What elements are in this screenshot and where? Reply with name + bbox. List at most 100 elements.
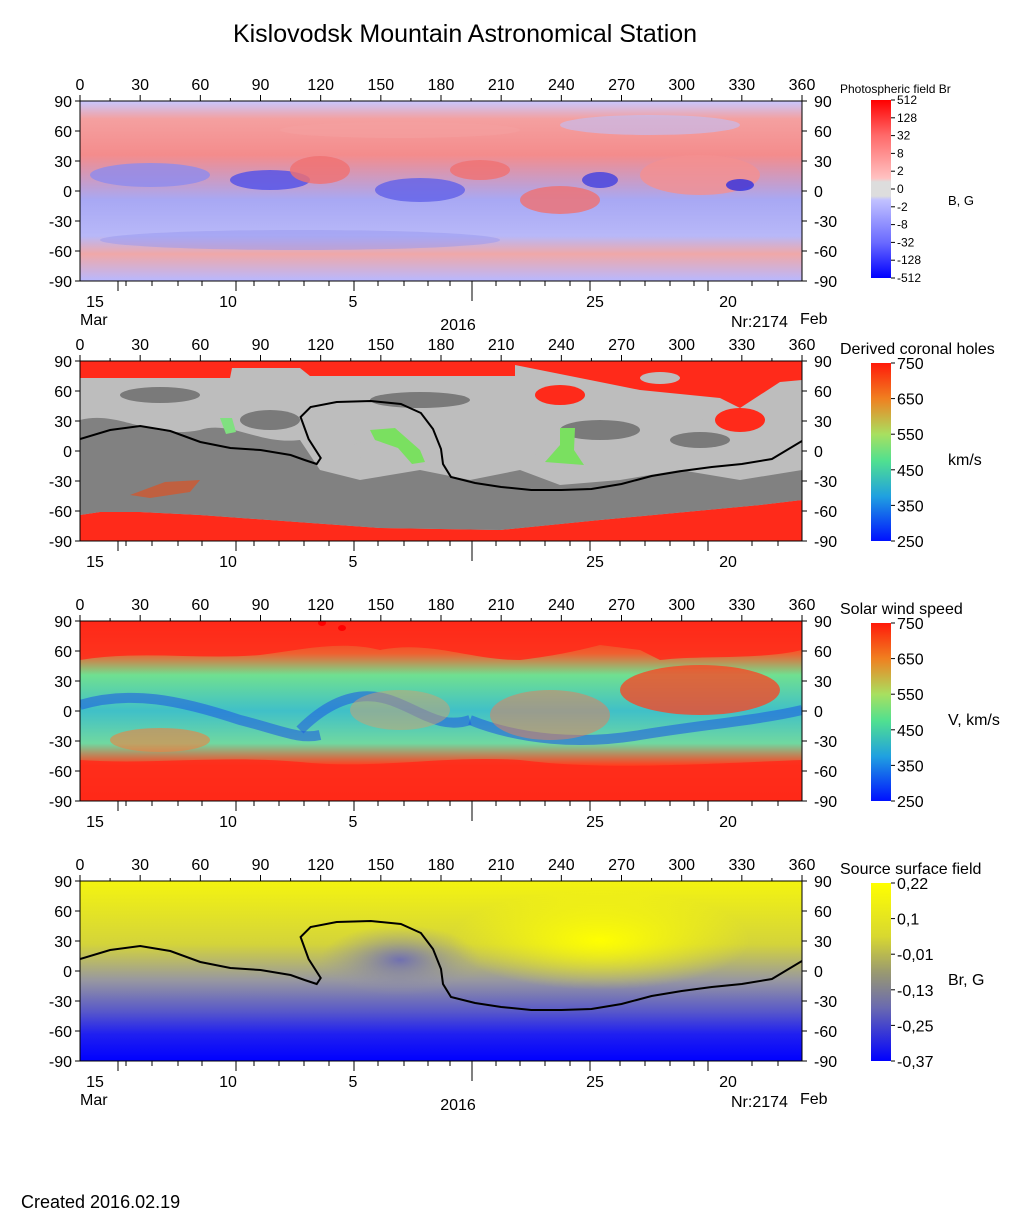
date-month-left: Mar <box>80 312 108 329</box>
lat-tick-label-left: 60 <box>54 384 72 401</box>
colorbar-tick-label: -2 <box>897 200 908 214</box>
lat-tick-label-right: 30 <box>814 154 832 171</box>
lat-tick-label-right: -60 <box>814 764 837 781</box>
date-tick-label: 15 <box>86 1074 104 1091</box>
lon-tick-label: 330 <box>728 77 755 94</box>
lat-tick-label-left: 90 <box>54 94 72 111</box>
colorbar-tick-label: 550 <box>897 427 924 444</box>
date-tick-label: 5 <box>349 814 358 831</box>
lon-tick-label: 180 <box>428 857 455 874</box>
lat-tick-label-left: 0 <box>63 964 72 981</box>
coronal-holes-map <box>80 361 802 541</box>
lon-tick-label: 90 <box>252 77 270 94</box>
source-surface-map <box>80 881 802 1061</box>
lat-tick-label-left: -60 <box>49 1024 72 1041</box>
lon-tick-label: 240 <box>548 77 575 94</box>
lon-tick-label: 330 <box>728 337 755 354</box>
lat-tick-label-right: 90 <box>814 354 832 371</box>
colorbar-title: Solar wind speed <box>840 601 963 618</box>
lat-tick-label-right: 30 <box>814 674 832 691</box>
lat-tick-label-left: -30 <box>49 994 72 1011</box>
lat-tick-label-right: -30 <box>814 994 837 1011</box>
lat-tick-label-right: 0 <box>814 964 823 981</box>
lat-tick-label-left: -60 <box>49 504 72 521</box>
date-tick-label: 25 <box>586 1074 604 1091</box>
date-month-right: Feb <box>800 311 828 328</box>
colorbar-tick-label: 550 <box>897 687 924 704</box>
date-tick-label: 5 <box>349 294 358 311</box>
lat-tick-label-right: 30 <box>814 934 832 951</box>
rotation-number: Nr:2174 <box>731 1094 788 1111</box>
lon-tick-label: 180 <box>428 77 455 94</box>
date-tick-label: 25 <box>586 294 604 311</box>
lat-tick-label-left: 30 <box>54 154 72 171</box>
lat-tick-label-right: 60 <box>814 384 832 401</box>
lat-tick-label-left: -90 <box>49 1054 72 1071</box>
colorbar-tick-label: 8 <box>897 146 904 160</box>
lon-tick-label: 360 <box>789 597 816 614</box>
lat-tick-label-right: -30 <box>814 474 837 491</box>
date-tick-label: 10 <box>219 294 237 311</box>
colorbar-tick-label: -0,01 <box>897 947 934 964</box>
lat-tick-label-left: -90 <box>49 534 72 551</box>
lat-tick-label-right: 0 <box>814 704 823 721</box>
colorbar-gradient <box>871 100 891 278</box>
lat-tick-label-right: -90 <box>814 1054 837 1071</box>
colorbar-tick-label: -0,25 <box>897 1018 934 1035</box>
lon-tick-label: 0 <box>76 337 85 354</box>
date-tick-label: 5 <box>349 554 358 571</box>
lon-tick-label: 60 <box>191 337 209 354</box>
date-month-right: Feb <box>800 1091 828 1108</box>
source-surface-neutral-line <box>80 919 802 1011</box>
lon-tick-label: 90 <box>252 337 270 354</box>
lat-tick-label-right: -60 <box>814 504 837 521</box>
panel-solar-wind <box>79 620 803 802</box>
lon-tick-label: 210 <box>488 597 515 614</box>
lon-tick-label: 330 <box>728 597 755 614</box>
lat-tick-label-left: 0 <box>63 704 72 721</box>
lat-tick-label-right: 60 <box>814 124 832 141</box>
lon-tick-label: 300 <box>668 337 695 354</box>
colorbar-gradient <box>871 363 891 541</box>
lon-tick-label: 240 <box>548 597 575 614</box>
date-tick-label: 20 <box>719 554 737 571</box>
lon-tick-label: 120 <box>307 337 334 354</box>
lon-tick-label: 300 <box>668 857 695 874</box>
lat-tick-label-left: 90 <box>54 614 72 631</box>
lat-tick-label-left: 30 <box>54 674 72 691</box>
date-tick-label: 20 <box>719 814 737 831</box>
lat-tick-label-right: -60 <box>814 1024 837 1041</box>
lat-tick-label-left: 0 <box>63 184 72 201</box>
colorbar-tick-label: 512 <box>897 93 917 107</box>
lon-tick-label: 90 <box>252 857 270 874</box>
lat-tick-label-right: 90 <box>814 614 832 631</box>
lon-tick-label: 120 <box>307 597 334 614</box>
lat-tick-label-right: 60 <box>814 644 832 661</box>
lon-tick-label: 360 <box>789 337 816 354</box>
colorbar-unit-label: km/s <box>948 452 982 469</box>
colorbar-tick-label: 250 <box>897 794 924 811</box>
colorbar-tick-label: 450 <box>897 463 924 480</box>
lat-tick-label-right: 0 <box>814 184 823 201</box>
lon-tick-label: 360 <box>789 77 816 94</box>
colorbar-title: Derived coronal holes <box>840 341 995 358</box>
lat-tick-label-right: 90 <box>814 874 832 891</box>
colorbar-tick-label: 0 <box>897 182 904 196</box>
lon-tick-label: 0 <box>76 857 85 874</box>
colorbar-tick-label: 750 <box>897 616 924 633</box>
date-tick-label: 10 <box>219 814 237 831</box>
lon-tick-label: 330 <box>728 857 755 874</box>
date-tick-label: 15 <box>86 554 104 571</box>
colorbar-gradient <box>871 623 891 801</box>
lat-tick-label-left: -30 <box>49 474 72 491</box>
colorbar-gradient <box>871 883 891 1061</box>
lon-tick-label: 150 <box>367 597 394 614</box>
colorbar-tick-label: 0,1 <box>897 912 919 929</box>
panel-coronal-holes <box>79 360 803 542</box>
lon-tick-label: 270 <box>608 597 635 614</box>
lat-tick-label-left: 60 <box>54 644 72 661</box>
lon-tick-label: 270 <box>608 77 635 94</box>
